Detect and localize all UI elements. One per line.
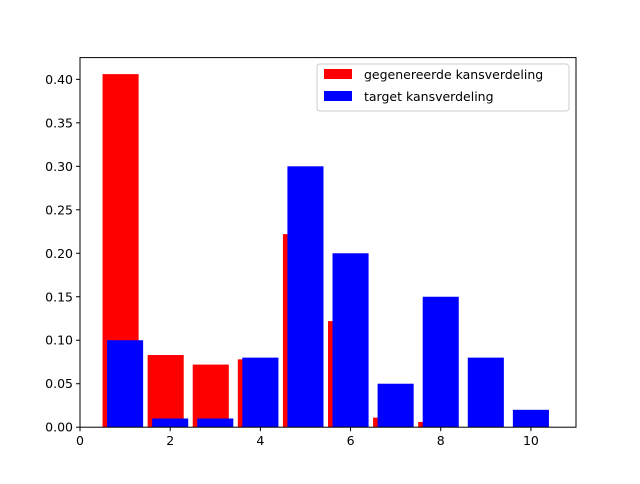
target-bar-2 xyxy=(152,418,189,428)
x-tick-label: 6 xyxy=(347,433,355,448)
legend-box xyxy=(316,63,570,112)
x-tick-label: 4 xyxy=(256,433,264,448)
x-axis: 0 2 4 6 8 10 xyxy=(76,427,539,448)
legend-label: target kansverdeling xyxy=(364,89,494,104)
y-tick-label: 0.15 xyxy=(45,289,73,304)
target-bar-8 xyxy=(422,296,459,428)
y-tick-label: 0.30 xyxy=(45,159,73,174)
y-tick-label: 0.00 xyxy=(45,420,73,435)
y-tick-label: 0.05 xyxy=(45,376,73,391)
series-generated-bars xyxy=(102,74,455,428)
x-tick-label: 10 xyxy=(523,433,539,448)
target-bar-9 xyxy=(467,357,504,428)
target-bar-4 xyxy=(242,357,279,428)
target-bar-3 xyxy=(197,418,234,428)
target-bar-7 xyxy=(377,383,414,428)
legend-swatch xyxy=(324,69,352,79)
y-tick-label: 0.40 xyxy=(45,72,73,87)
y-tick-label: 0.10 xyxy=(45,333,73,348)
target-bar-10 xyxy=(512,409,549,428)
generated-bar-2 xyxy=(147,355,184,428)
x-tick-label: 2 xyxy=(166,433,174,448)
series-target-bars xyxy=(107,166,549,428)
generated-bar-3 xyxy=(192,364,229,428)
y-axis: 0.00 0.05 0.10 0.15 0.20 0.25 0.30 0.35 0.40 xyxy=(45,72,80,435)
target-bar-1 xyxy=(107,340,144,428)
y-tick-label: 0.25 xyxy=(45,202,73,217)
target-bar-6 xyxy=(332,253,369,428)
plot-frame xyxy=(79,57,577,428)
legend-label: gegenereerde kansverdeling xyxy=(364,67,543,82)
legend: gegenereerde kansverdeling target kansver… xyxy=(316,63,570,112)
legend-swatch xyxy=(324,91,352,101)
x-tick-label: 0 xyxy=(76,433,84,448)
x-tick-label: 8 xyxy=(437,433,445,448)
target-bar-5 xyxy=(287,166,324,428)
y-tick-label: 0.20 xyxy=(45,246,73,261)
y-tick-label: 0.35 xyxy=(45,115,73,130)
